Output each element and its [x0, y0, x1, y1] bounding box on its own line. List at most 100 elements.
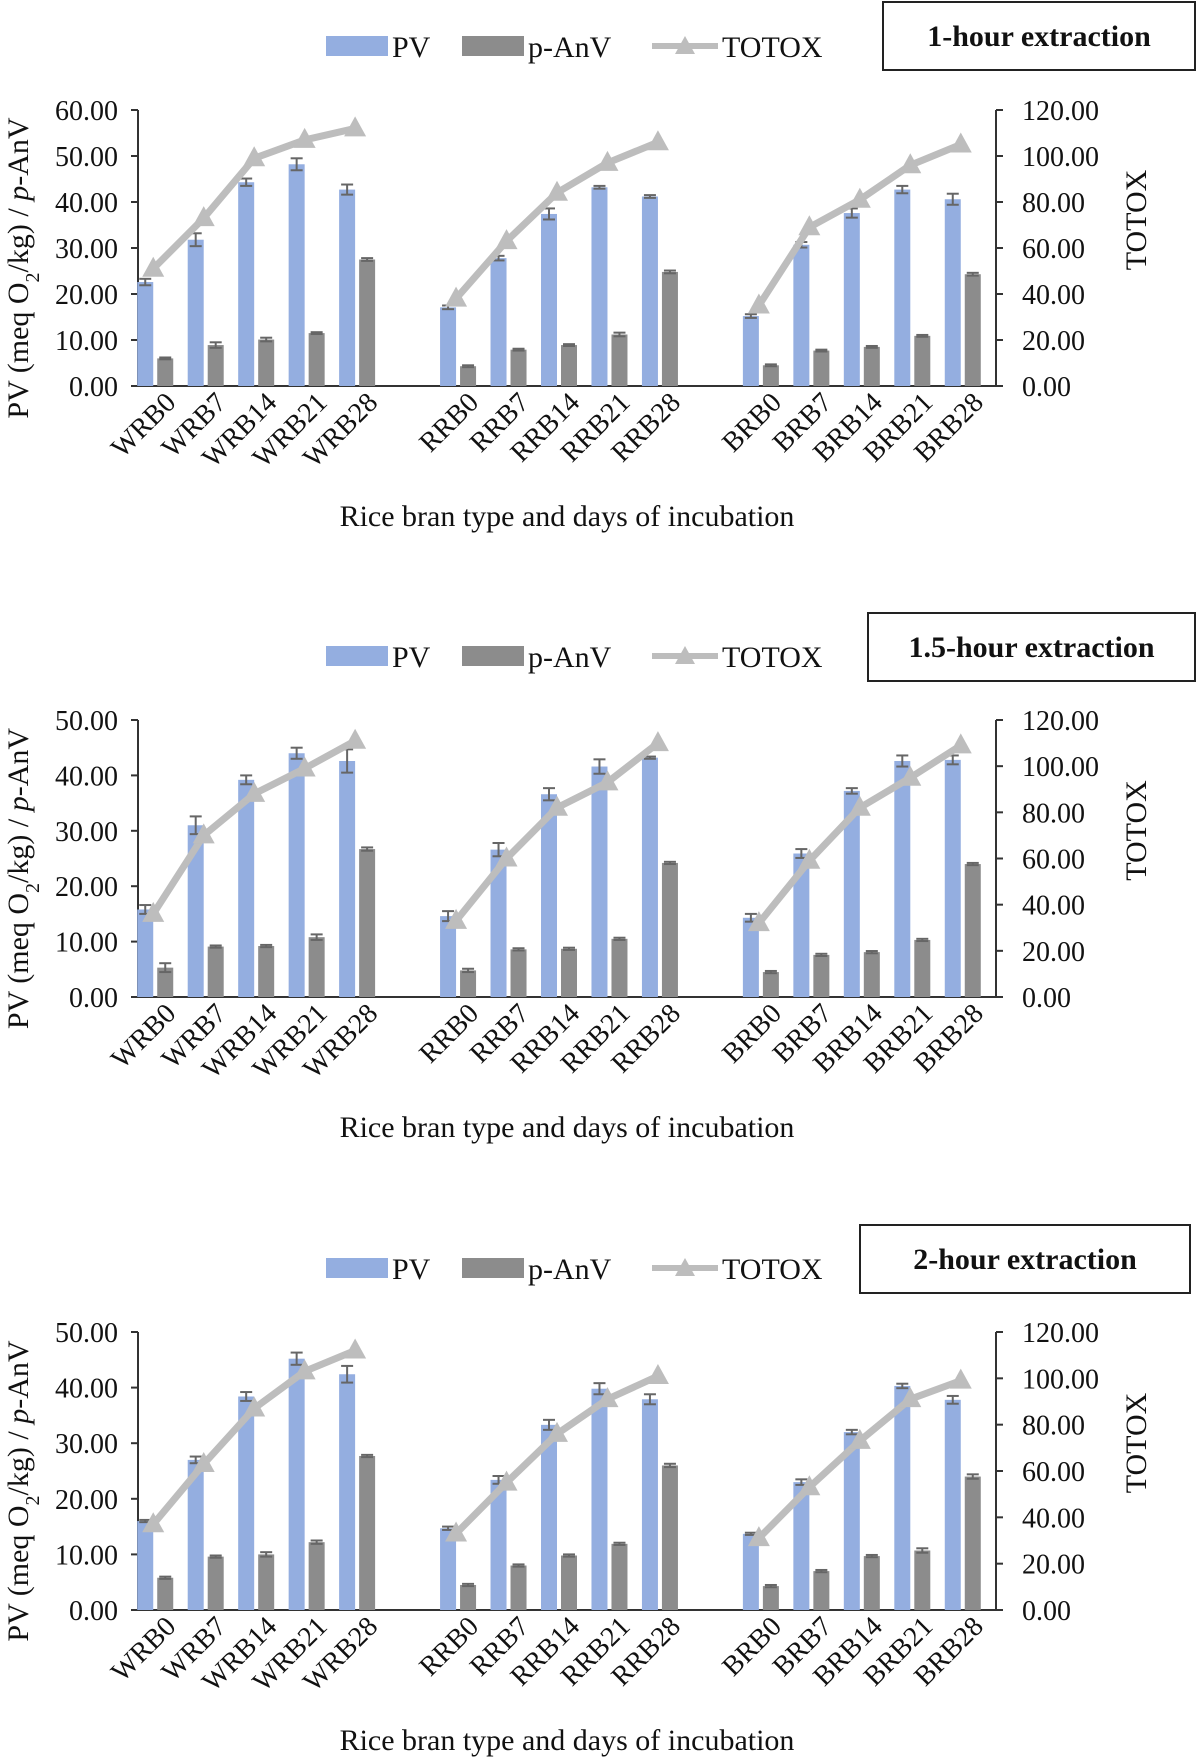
- left-tick-label: 50.00: [55, 142, 118, 173]
- legend-label-panv: p-AnV: [528, 1253, 612, 1286]
- chart-title-box: [867, 612, 1196, 682]
- chart-title: 1-hour extraction: [927, 20, 1151, 53]
- bar-pv: [238, 182, 255, 386]
- bar-pv: [490, 1479, 507, 1610]
- right-tick-label: 120.00: [1022, 706, 1099, 737]
- left-tick-label: 50.00: [55, 706, 118, 737]
- x-axis-label: Rice bran type and days of incubation: [340, 1724, 795, 1757]
- bar-panv: [157, 1577, 174, 1610]
- totox-marker: [949, 1368, 972, 1389]
- totox-marker: [596, 770, 619, 791]
- legend-marker-totox: [675, 36, 695, 54]
- bar-panv: [611, 1543, 628, 1610]
- right-tick-label: 60.00: [1022, 845, 1085, 876]
- totox-marker: [142, 256, 165, 277]
- bar-pv: [843, 213, 860, 386]
- totox-marker: [243, 781, 266, 802]
- legend-swatch-panv: [462, 1258, 524, 1278]
- bar-panv: [914, 939, 931, 997]
- totox-marker: [747, 293, 770, 314]
- totox-marker: [344, 116, 367, 137]
- right-tick-label: 100.00: [1022, 1364, 1099, 1395]
- bar-pv: [591, 187, 608, 386]
- bar-panv: [258, 946, 275, 997]
- right-tick-label: 0.00: [1022, 1596, 1071, 1627]
- right-tick-label: 40.00: [1022, 891, 1085, 922]
- left-tick-label: 10.00: [55, 326, 118, 357]
- legend-swatch-pv: [326, 646, 388, 666]
- bar-pv: [793, 853, 810, 997]
- legend-label-totox: TOTOX: [722, 31, 823, 64]
- totox-marker: [949, 733, 972, 754]
- y-axis-label-left: PV (meq O2/kg) / p-AnV: [2, 117, 44, 418]
- bar-pv: [641, 196, 658, 386]
- totox-marker: [293, 756, 316, 777]
- y-axis-label-right: TOTOX: [1120, 1392, 1153, 1493]
- bar-panv: [863, 1556, 880, 1610]
- y-axis-label-left-part: /kg) /: [2, 1424, 35, 1496]
- bar-pv: [894, 760, 911, 997]
- totox-marker: [243, 1396, 266, 1417]
- bar-pv: [742, 1533, 759, 1610]
- totox-marker: [899, 765, 922, 786]
- bar-panv: [157, 358, 174, 386]
- bar-panv: [661, 862, 678, 997]
- y-axis-label-left-part: p: [2, 796, 35, 813]
- right-tick-label: 100.00: [1022, 752, 1099, 783]
- bar-panv: [258, 1554, 275, 1610]
- totox-marker: [546, 180, 568, 201]
- totox-marker: [899, 1387, 922, 1408]
- totox-marker: [596, 150, 619, 171]
- x-axis-label: Rice bran type and days of incubation: [340, 1111, 795, 1144]
- totox-marker: [848, 187, 871, 208]
- bar-panv: [207, 946, 224, 997]
- right-tick-label: 80.00: [1022, 798, 1085, 829]
- totox-marker: [344, 728, 367, 749]
- bar-pv: [238, 779, 255, 997]
- chart-panel-2: 1.5-hour extraction PV p-AnV TOTOX 0.00 10.00…: [2, 612, 1196, 1144]
- left-tick-label: 10.00: [55, 928, 118, 959]
- chart-title-box: [882, 1, 1196, 71]
- totox-marker: [546, 1421, 568, 1442]
- bar-pv: [641, 1399, 658, 1610]
- totox-marker: [445, 286, 468, 307]
- y-axis-label-left-part: -AnV: [2, 117, 35, 186]
- left-tick-label: 20.00: [55, 872, 118, 903]
- bar-pv: [440, 1528, 457, 1610]
- left-tick-label: 30.00: [55, 234, 118, 265]
- chart-title-box: [859, 1224, 1191, 1294]
- bar-pv: [440, 307, 457, 386]
- bar-panv: [813, 350, 830, 386]
- totox-marker: [899, 153, 922, 174]
- bar-pv: [541, 1424, 557, 1610]
- bar-panv: [813, 954, 830, 997]
- totox-marker: [495, 1470, 518, 1491]
- totox-marker: [747, 1526, 770, 1547]
- bar-panv: [661, 1465, 678, 1610]
- y-axis-label-left-part: p: [2, 186, 35, 203]
- bar-panv: [308, 937, 325, 997]
- bar-panv: [207, 1556, 224, 1610]
- bar-panv: [510, 949, 527, 997]
- left-tick-label: 40.00: [55, 1374, 118, 1405]
- left-tick-label: 30.00: [55, 817, 118, 848]
- bar-pv: [187, 825, 204, 997]
- x-axis-label: Rice bran type and days of incubation: [340, 500, 795, 533]
- left-tick-label: 30.00: [55, 1429, 118, 1460]
- bar-panv: [359, 849, 376, 997]
- bar-pv: [843, 1432, 860, 1610]
- left-tick-label: 40.00: [55, 188, 118, 219]
- bar-panv: [460, 366, 477, 386]
- bar-pv: [843, 790, 860, 997]
- y-axis-label-left-part: 2: [22, 883, 44, 893]
- right-tick-label: 100.00: [1022, 142, 1099, 173]
- bar-panv: [510, 1565, 527, 1610]
- totox-marker: [747, 911, 770, 932]
- y-axis-label-left-part: PV (meq O: [2, 1505, 35, 1641]
- right-tick-label: 0.00: [1022, 372, 1071, 403]
- right-tick-label: 0.00: [1022, 983, 1071, 1014]
- right-tick-label: 80.00: [1022, 1411, 1085, 1442]
- bar-panv: [762, 1586, 779, 1610]
